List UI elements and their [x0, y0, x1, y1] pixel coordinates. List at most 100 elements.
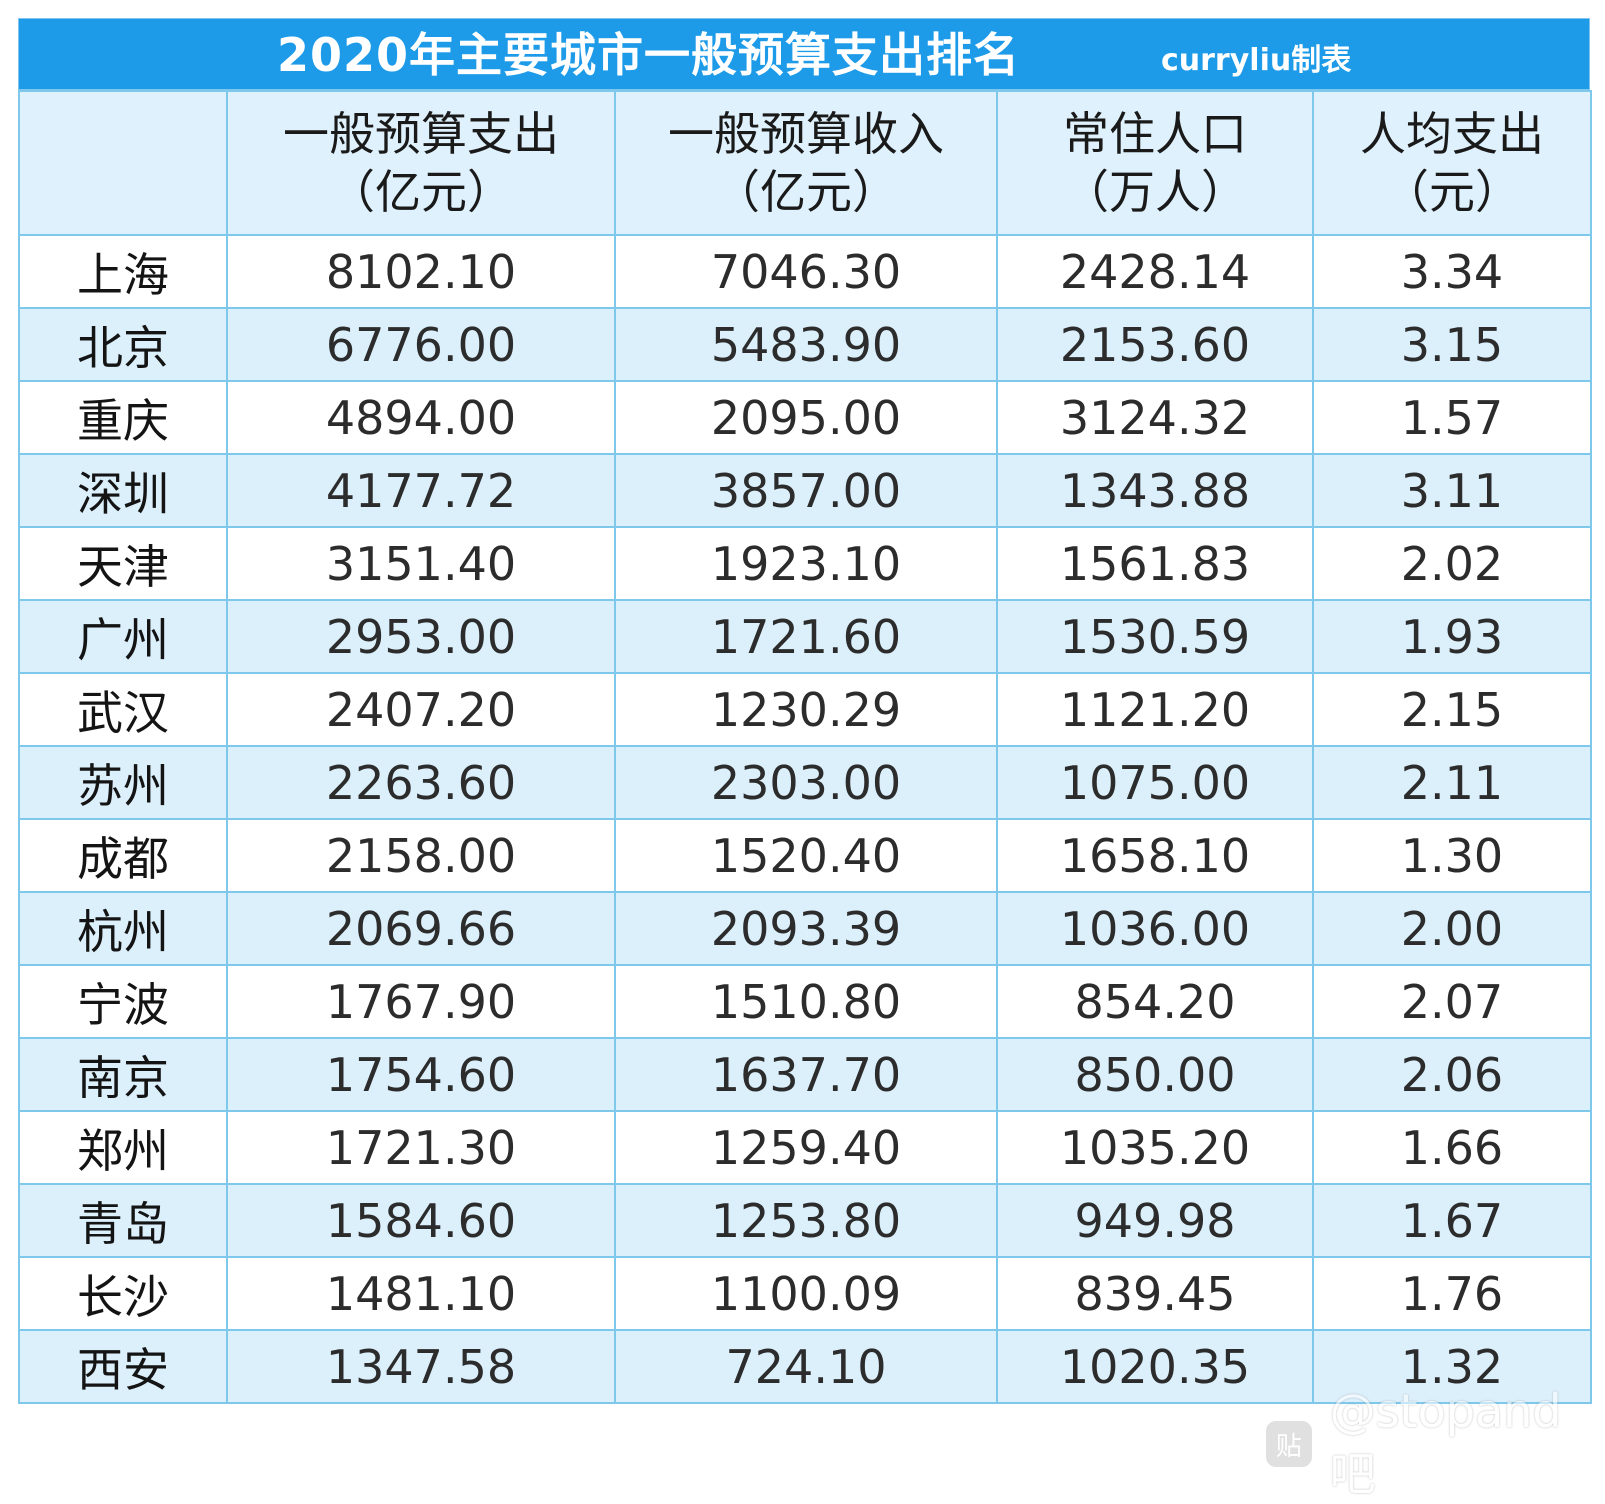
cell-revenue: 2093.39	[614, 891, 998, 966]
cell-city: 成都	[18, 818, 228, 893]
watermark: 贴 @stopand吧	[1262, 1384, 1605, 1504]
cell-per-capita: 1.66	[1312, 1110, 1592, 1185]
table-body: 上海 8102.10 7046.30 2428.14 3.34 北京 6776.00 5483…	[18, 234, 1592, 1404]
cell-revenue: 3857.00	[614, 453, 998, 528]
cell-revenue: 2303.00	[614, 745, 998, 820]
cell-expenditure: 1347.58	[226, 1329, 616, 1404]
header-revenue: 一般预算收入 （亿元）	[614, 90, 998, 236]
cell-expenditure: 2407.20	[226, 672, 616, 747]
table-row: 北京 6776.00 5483.90 2153.60 3.15	[18, 307, 1592, 382]
table-row: 上海 8102.10 7046.30 2428.14 3.34	[18, 234, 1592, 309]
table-row: 郑州 1721.30 1259.40 1035.20 1.66	[18, 1110, 1592, 1185]
cell-city: 青岛	[18, 1183, 228, 1258]
cell-per-capita: 3.11	[1312, 453, 1592, 528]
cell-population: 949.98	[996, 1183, 1314, 1258]
cell-population: 3124.32	[996, 380, 1314, 455]
budget-table: 一般预算支出 （亿元） 一般预算收入 （亿元） 常住人口 （万人） 人均支出 （…	[18, 90, 1592, 1404]
table-row: 武汉 2407.20 1230.29 1121.20 2.15	[18, 672, 1592, 747]
ranking-table-sheet: 2020年主要城市一般预算支出排名 curryliu制表 一般预算支出 （亿元）…	[18, 18, 1592, 1404]
cell-city: 苏州	[18, 745, 228, 820]
watermark-text: @stopand吧	[1329, 1384, 1562, 1501]
header-city	[18, 90, 228, 236]
cell-expenditure: 2953.00	[226, 599, 616, 674]
cell-per-capita: 2.07	[1312, 964, 1592, 1039]
tieba-paw-icon: 贴	[1262, 1417, 1316, 1471]
cell-city: 宁波	[18, 964, 228, 1039]
cell-per-capita: 1.30	[1312, 818, 1592, 893]
header-population-line2: （万人）	[1063, 165, 1247, 219]
table-row: 西安 1347.58 724.10 1020.35 1.32	[18, 1329, 1592, 1404]
table-row: 青岛 1584.60 1253.80 949.98 1.67	[18, 1183, 1592, 1258]
table-row: 杭州 2069.66 2093.39 1036.00 2.00	[18, 891, 1592, 966]
cell-revenue: 7046.30	[614, 234, 998, 309]
cell-expenditure: 1721.30	[226, 1110, 616, 1185]
table-row: 深圳 4177.72 3857.00 1343.88 3.11	[18, 453, 1592, 528]
header-expenditure-line2: （亿元）	[329, 165, 513, 219]
cell-population: 850.00	[996, 1037, 1314, 1112]
cell-city: 长沙	[18, 1256, 228, 1331]
table-row: 长沙 1481.10 1100.09 839.45 1.76	[18, 1256, 1592, 1331]
cell-per-capita: 2.02	[1312, 526, 1592, 601]
cell-city: 杭州	[18, 891, 228, 966]
cell-per-capita: 2.15	[1312, 672, 1592, 747]
cell-revenue: 1253.80	[614, 1183, 998, 1258]
table-row: 南京 1754.60 1637.70 850.00 2.06	[18, 1037, 1592, 1112]
cell-per-capita: 3.34	[1312, 234, 1592, 309]
header-per-capita-line2: （元）	[1383, 165, 1521, 219]
header-population-line1: 常住人口	[1063, 107, 1247, 161]
header-population: 常住人口 （万人）	[996, 90, 1314, 236]
cell-per-capita: 1.57	[1312, 380, 1592, 455]
cell-population: 854.20	[996, 964, 1314, 1039]
cell-expenditure: 2158.00	[226, 818, 616, 893]
table-row: 天津 3151.40 1923.10 1561.83 2.02	[18, 526, 1592, 601]
cell-city: 南京	[18, 1037, 228, 1112]
cell-expenditure: 3151.40	[226, 526, 616, 601]
title-bar: 2020年主要城市一般预算支出排名 curryliu制表	[18, 18, 1590, 90]
table-row: 宁波 1767.90 1510.80 854.20 2.07	[18, 964, 1592, 1039]
cell-city: 上海	[18, 234, 228, 309]
cell-population: 839.45	[996, 1256, 1314, 1331]
header-per-capita: 人均支出 （元）	[1312, 90, 1592, 236]
cell-population: 1658.10	[996, 818, 1314, 893]
header-row: 一般预算支出 （亿元） 一般预算收入 （亿元） 常住人口 （万人） 人均支出 （…	[18, 90, 1592, 236]
cell-revenue: 1637.70	[614, 1037, 998, 1112]
cell-revenue: 1100.09	[614, 1256, 998, 1331]
cell-per-capita: 1.67	[1312, 1183, 1592, 1258]
cell-per-capita: 1.32	[1312, 1329, 1592, 1404]
cell-population: 1343.88	[996, 453, 1314, 528]
cell-per-capita: 2.00	[1312, 891, 1592, 966]
cell-population: 1020.35	[996, 1329, 1314, 1404]
table-row: 苏州 2263.60 2303.00 1075.00 2.11	[18, 745, 1592, 820]
cell-city: 郑州	[18, 1110, 228, 1185]
cell-population: 1121.20	[996, 672, 1314, 747]
table-row: 重庆 4894.00 2095.00 3124.32 1.57	[18, 380, 1592, 455]
header-expenditure-line1: 一般预算支出	[283, 107, 559, 161]
cell-city: 北京	[18, 307, 228, 382]
table-title: 2020年主要城市一般预算支出排名	[277, 28, 1021, 82]
header-expenditure: 一般预算支出 （亿元）	[226, 90, 616, 236]
cell-city: 重庆	[18, 380, 228, 455]
cell-expenditure: 1584.60	[226, 1183, 616, 1258]
cell-revenue: 724.10	[614, 1329, 998, 1404]
header-revenue-line1: 一般预算收入	[668, 107, 944, 161]
table-row: 成都 2158.00 1520.40 1658.10 1.30	[18, 818, 1592, 893]
cell-revenue: 1721.60	[614, 599, 998, 674]
cell-expenditure: 1767.90	[226, 964, 616, 1039]
cell-city: 广州	[18, 599, 228, 674]
cell-revenue: 1923.10	[614, 526, 998, 601]
cell-per-capita: 1.93	[1312, 599, 1592, 674]
cell-city: 深圳	[18, 453, 228, 528]
cell-revenue: 1510.80	[614, 964, 998, 1039]
cell-revenue: 1230.29	[614, 672, 998, 747]
author-credit: curryliu制表	[1161, 43, 1352, 78]
cell-revenue: 1259.40	[614, 1110, 998, 1185]
cell-population: 1075.00	[996, 745, 1314, 820]
cell-population: 1530.59	[996, 599, 1314, 674]
cell-expenditure: 1754.60	[226, 1037, 616, 1112]
header-per-capita-line1: 人均支出	[1360, 107, 1544, 161]
cell-expenditure: 2263.60	[226, 745, 616, 820]
cell-revenue: 1520.40	[614, 818, 998, 893]
cell-expenditure: 1481.10	[226, 1256, 616, 1331]
cell-expenditure: 2069.66	[226, 891, 616, 966]
cell-city: 天津	[18, 526, 228, 601]
